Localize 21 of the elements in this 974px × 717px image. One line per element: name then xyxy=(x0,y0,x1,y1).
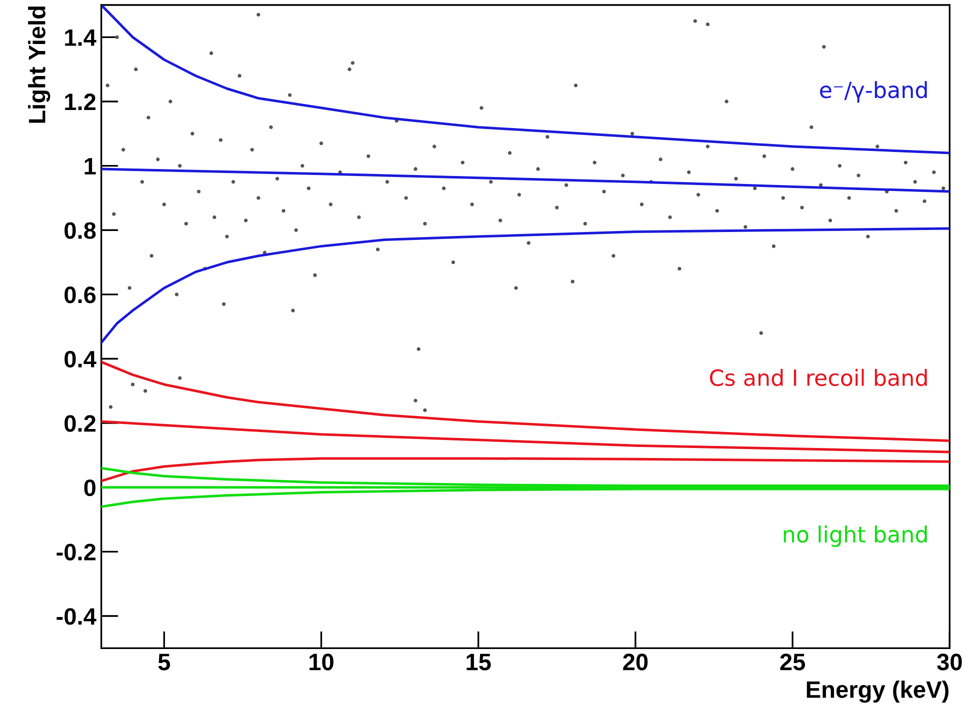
y-tick-label: 0 xyxy=(84,479,96,496)
y-tick-label: -0.2 xyxy=(56,544,96,560)
y-tick-label: 0.6 xyxy=(64,286,96,304)
y-tick-label: -0.4 xyxy=(56,608,96,625)
x-tick-label: 15 xyxy=(466,654,491,670)
x-tick-label: 25 xyxy=(780,654,806,670)
text: Cs and I recoil band xyxy=(710,368,927,386)
x-tick-label: 30 xyxy=(937,654,962,670)
x-tick-label: 10 xyxy=(310,654,334,670)
y-tick-label: 0.2 xyxy=(64,415,96,432)
x-axis-title: Energy (keV) xyxy=(806,680,948,703)
x-tick-label: 20 xyxy=(623,654,648,670)
text: e⁻/γ-band xyxy=(820,81,927,103)
y-tick-label: 0.4 xyxy=(64,350,96,368)
x-tick-label: 5 xyxy=(158,654,170,670)
y-tick-label: 0.8 xyxy=(64,222,96,239)
y-axis-title: Light Yield xyxy=(28,6,50,123)
y-tick-label: 1 xyxy=(84,158,96,174)
y-tick-label: 1.4 xyxy=(65,29,96,46)
series-label: no light band xyxy=(784,525,927,547)
y-tick-label: 1.2 xyxy=(65,94,96,110)
